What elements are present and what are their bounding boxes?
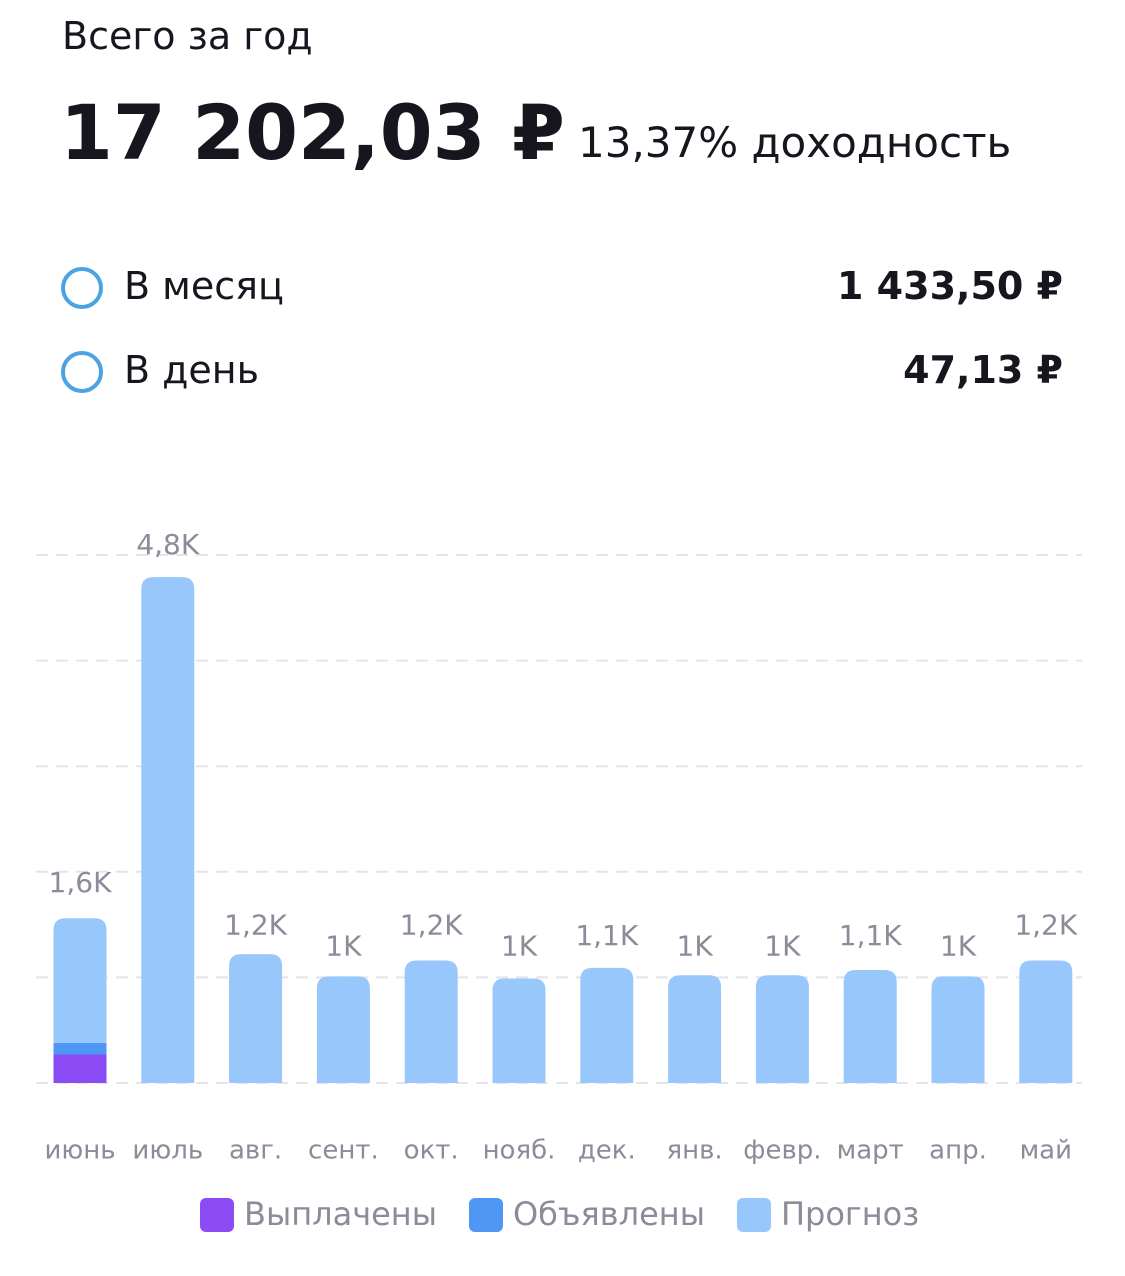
row-label: В день [124,348,260,392]
legend-swatch [736,1198,771,1232]
bar-segment [843,970,897,1083]
bar-segment [404,960,458,1083]
bar-segment [580,967,634,1083]
bar-segment [1019,960,1073,1083]
bar-segment [53,1054,107,1083]
bar-segment [53,1042,107,1055]
x-tick-label: май [1020,1136,1072,1166]
bar-segment [931,976,985,1083]
total-label: 1K [764,929,801,962]
total-label: 1K [501,929,538,962]
total-label: 1,6K [49,866,113,899]
bar-segment [755,975,809,1083]
row-label: В месяц [124,264,284,308]
x-tick-label: окт. [404,1136,459,1166]
legend-label: Объявлены [513,1195,705,1233]
x-tick-label: июль [132,1136,203,1166]
x-tick-label: сент. [308,1136,379,1166]
x-tick-label: апр. [929,1136,987,1166]
row-value: 1 433,50 ₽ [837,264,1063,308]
row-value: 47,13 ₽ [903,348,1063,392]
total-label: 1,2K [224,908,288,941]
title: Всего за год [62,14,313,58]
total-label: 1,2K [400,908,464,941]
total-label: 4,8K [136,528,200,561]
bar-segment [229,954,283,1083]
legend-label: Выплачены [244,1195,437,1233]
total-label: 1,1K [839,919,903,952]
total-label: 1K [325,929,362,962]
x-tick-label: март [837,1136,904,1166]
legend-swatch [200,1198,234,1232]
legend-swatch [468,1198,503,1232]
bar-segment [141,577,195,1083]
total: 17 202,03 ₽ [60,88,565,177]
x-tick-label: июнь [44,1136,115,1166]
total-label: 1K [677,929,714,962]
yield: 13,37% доходность [578,118,1012,167]
total-label: 1,2K [1014,908,1078,941]
bar-segment [668,975,722,1083]
x-tick-label: янв. [666,1136,722,1166]
row-icon [61,351,103,393]
total-label: 1,1K [575,919,639,952]
bar-segment [316,976,370,1083]
bar-segment [492,978,546,1083]
x-tick-label: февр. [743,1136,821,1166]
x-tick-label: авг. [229,1136,282,1166]
bar-segment [53,918,107,1043]
row-icon [61,267,103,309]
legend-label: Прогноз [781,1195,919,1233]
total-label: 1K [940,929,977,962]
x-tick-label: дек. [578,1136,636,1166]
x-tick-label: нояб. [483,1136,556,1166]
